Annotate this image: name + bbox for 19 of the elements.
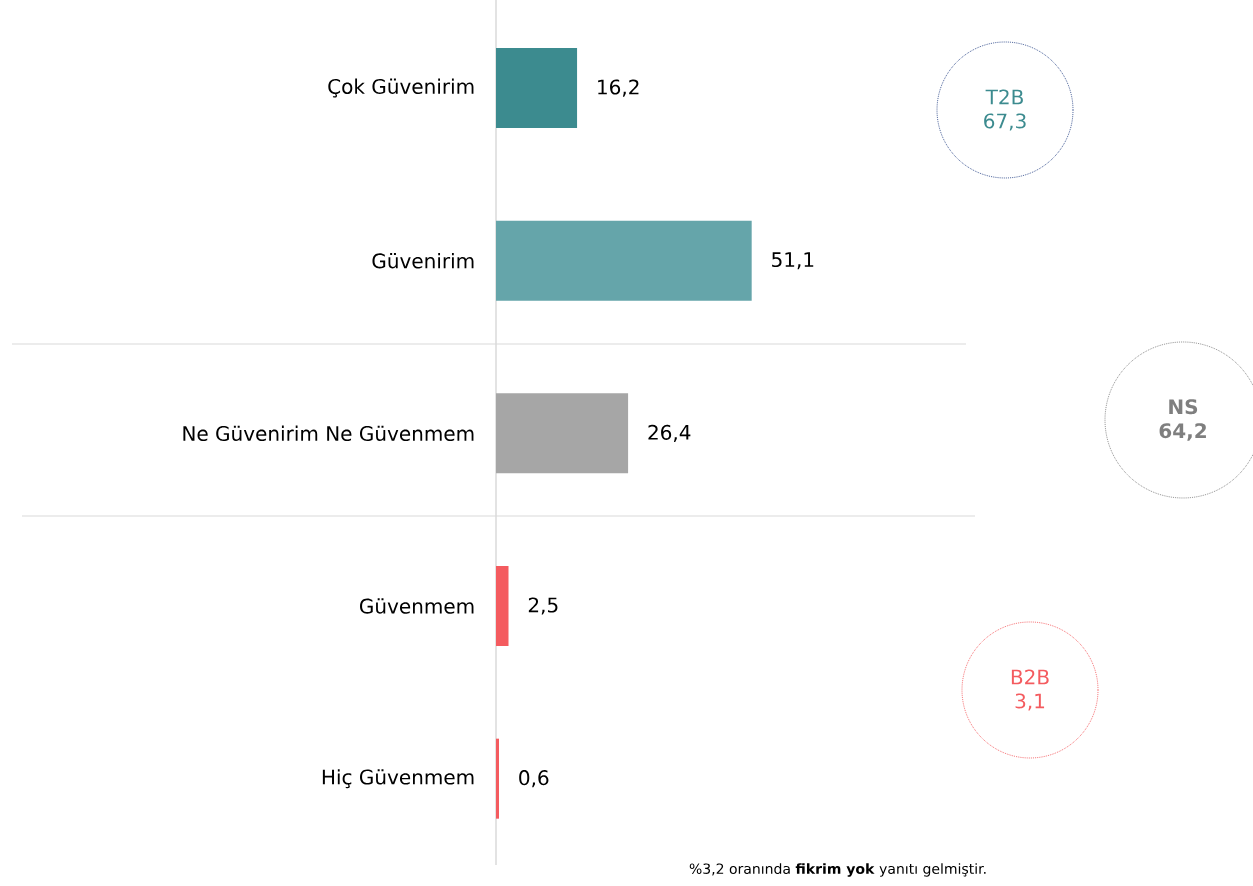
data-label: 0,6: [519, 770, 549, 788]
annotation: %3,2 oranında fikrim yok yanıtı gelmiştir.: [689, 863, 986, 877]
bar: [496, 48, 578, 129]
y-tick-label: Ne Güvenirim Ne Güvenmem: [183, 425, 474, 442]
y-tick-label: Güvenmem: [360, 598, 474, 614]
data-label: 51,1: [772, 252, 814, 270]
text: T2B 67,3: [984, 89, 1026, 131]
bar: [496, 220, 752, 301]
y-tick-label: Hiç Güvenmem: [322, 769, 474, 789]
text: B2B 3,1: [1011, 669, 1049, 711]
data-label: 26,4: [648, 424, 691, 442]
y-tick-label: Güvenirim: [372, 252, 474, 269]
data-label: 2,5: [528, 597, 558, 615]
text: NS 64,2: [1159, 399, 1206, 441]
bar: [496, 393, 629, 474]
bar: [496, 738, 500, 819]
data-label: 16,2: [598, 79, 639, 97]
bar: [496, 566, 509, 647]
y-tick-label: Çok Güvenirim: [328, 78, 474, 98]
